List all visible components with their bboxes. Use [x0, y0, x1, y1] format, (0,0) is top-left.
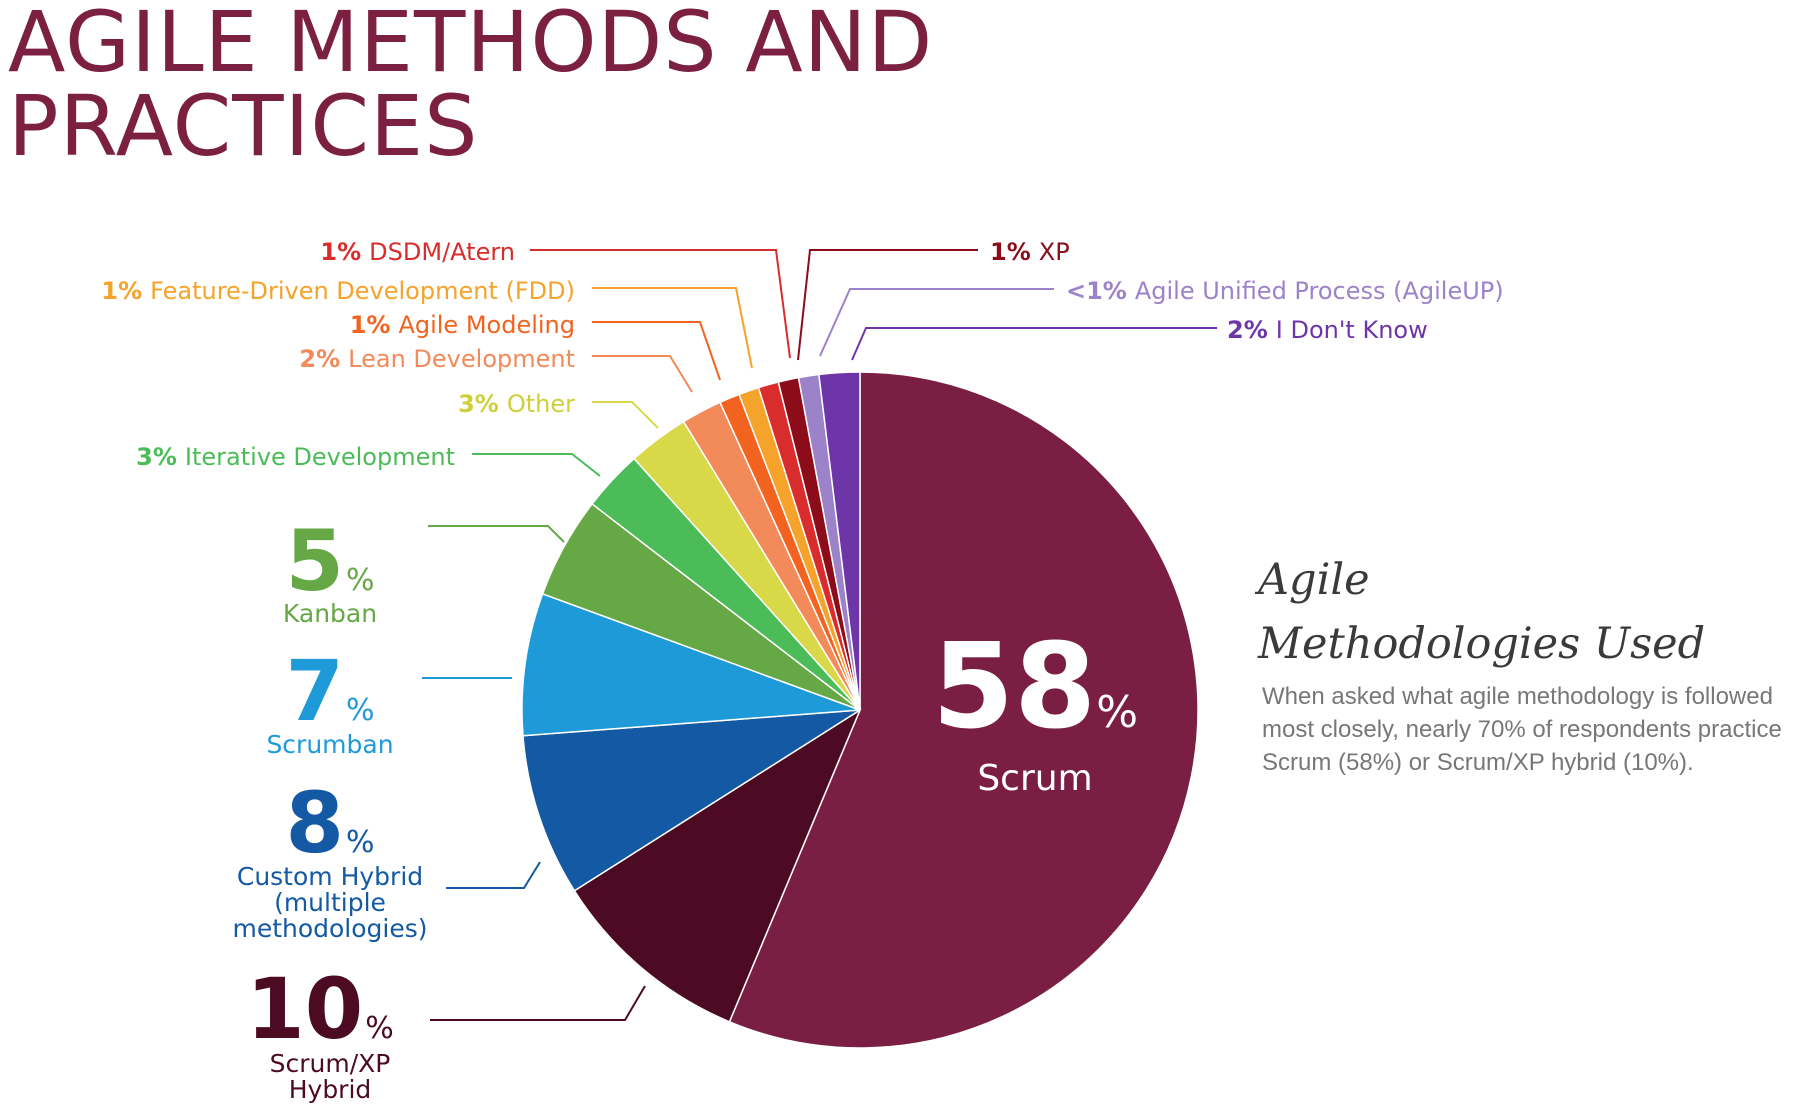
leader-line — [472, 453, 601, 477]
fdd-label: 1% Feature-Driven Development (FDD) — [101, 277, 575, 305]
scrum-center-label: 58% — [932, 617, 1138, 755]
scrumban-percent-label: 7% — [286, 642, 375, 740]
custom-hybrid-percent-value: 8 — [286, 774, 344, 872]
agile-modeling-name: Agile Modeling — [398, 311, 575, 339]
scrum-xp-label-line-2: Hybrid — [289, 1075, 372, 1104]
custom-hybrid-label-line-3: methodologies) — [232, 914, 427, 943]
lean-development-label: 2% Lean Development — [299, 345, 575, 373]
leader-line — [592, 401, 659, 429]
agile-modeling-label: 1% Agile Modeling — [350, 311, 575, 339]
leader-line — [592, 287, 753, 369]
xp-label: 1% XP — [990, 238, 1070, 266]
xp-percent: 1% — [990, 238, 1031, 266]
scrum-xp-label-line-1: Scrum/XP — [270, 1049, 391, 1078]
dsdm-atern-name: DSDM/Atern — [369, 238, 515, 266]
other-percent: 3% — [458, 390, 499, 418]
leader-line — [819, 288, 1054, 357]
scrum-percent-value: 58 — [932, 617, 1096, 755]
agileup-label: <1% Agile Unified Process (AgileUP) — [1066, 277, 1504, 305]
dsdm-atern-percent: 1% — [320, 238, 361, 266]
scrum-xp-percent-value: 10 — [246, 960, 363, 1058]
scrumban-label: Scrumban — [266, 730, 393, 759]
kanban-percent-value: 5 — [286, 512, 344, 610]
page-title-line-2: PRACTICES — [8, 77, 479, 175]
scrumban-percent-sign: % — [346, 693, 375, 728]
side-description: When asked what agile methodology is fol… — [1262, 683, 1782, 776]
lean-development-name: Lean Development — [348, 345, 575, 373]
other-label: 3% Other — [458, 390, 575, 418]
leader-line — [851, 327, 1217, 361]
iterative-development-percent: 3% — [136, 443, 177, 471]
scrum-percent-sign: % — [1096, 687, 1138, 738]
pie-slice-custom-hybrid — [522, 709, 861, 892]
side-heading: Agile Methodologies Used — [1258, 548, 1778, 676]
slice-labels: 58% Scrum 5% Kanban 7% Scrumban 8% Custo… — [101, 238, 1503, 1104]
scrumban-percent-value: 7 — [286, 642, 344, 740]
page-title: AGILE METHODS AND PRACTICES — [8, 0, 933, 168]
leader-lines — [422, 249, 1217, 1021]
leader-line — [530, 249, 791, 359]
dsdm-atern-label: 1% DSDM/Atern — [320, 238, 515, 266]
pie-slice-i-don-t-know — [818, 371, 861, 711]
kanban-percent-label: 5% — [286, 512, 375, 610]
custom-hybrid-percent-label: 8% — [286, 774, 375, 872]
custom-hybrid-label-line-2: (multiple — [274, 888, 386, 917]
pie-slice-scrum-xp — [573, 708, 862, 1023]
kanban-label: Kanban — [283, 599, 377, 628]
scrum-xp-percent-label: 10% — [246, 960, 393, 1058]
leader-line — [592, 355, 693, 393]
dont-know-name: I Don't Know — [1276, 316, 1428, 344]
scrum-name-label: Scrum — [977, 758, 1092, 799]
fdd-percent: 1% — [101, 277, 142, 305]
dont-know-percent: 2% — [1227, 316, 1268, 344]
custom-hybrid-label-line-1: Custom Hybrid — [237, 862, 423, 891]
side-heading-line-1: Agile — [1258, 555, 1370, 605]
agile-modeling-percent: 1% — [350, 311, 391, 339]
leader-line — [446, 861, 541, 889]
other-name: Other — [507, 390, 575, 418]
xp-name: XP — [1039, 238, 1070, 266]
lean-development-percent: 2% — [299, 345, 340, 373]
iterative-development-name: Iterative Development — [185, 443, 455, 471]
leader-line — [592, 321, 721, 381]
leader-line — [428, 525, 565, 543]
custom-hybrid-percent-sign: % — [346, 825, 375, 860]
pie-slice-scrum — [728, 371, 1199, 1049]
fdd-name: Feature-Driven Development (FDD) — [150, 277, 575, 305]
page-title-line-1: AGILE METHODS AND — [8, 0, 934, 91]
side-heading-line-2: Methodologies Used — [1258, 619, 1706, 669]
kanban-percent-sign: % — [346, 563, 375, 598]
agileup-name: Agile Unified Process (AgileUP) — [1135, 277, 1504, 305]
agileup-percent: <1% — [1066, 277, 1127, 305]
pie-slice-scrumban — [521, 592, 861, 737]
leader-line — [430, 985, 646, 1021]
pie-slices — [521, 371, 1199, 1049]
leader-line — [797, 249, 978, 361]
scrum-xp-percent-sign: % — [365, 1011, 394, 1046]
dont-know-label: 2% I Don't Know — [1227, 316, 1428, 344]
iterative-development-label: 3% Iterative Development — [136, 443, 455, 471]
